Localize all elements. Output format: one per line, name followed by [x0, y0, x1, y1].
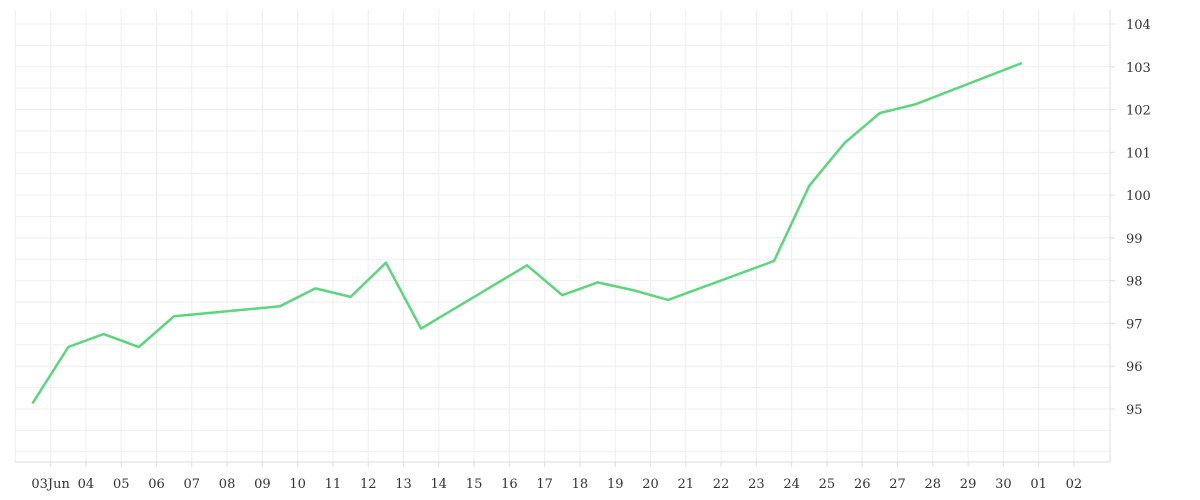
x-tick-label: 14	[431, 477, 448, 492]
axes	[15, 10, 1115, 467]
x-tick-label: 30	[995, 477, 1012, 492]
x-tick-label: 01	[1030, 477, 1047, 492]
x-tick-label: 27	[889, 477, 906, 492]
x-tick-label: 19	[607, 477, 624, 492]
x-tick-label: 04	[78, 477, 95, 492]
x-tick-label: 07	[184, 477, 201, 492]
x-tick-label: 09	[254, 477, 271, 492]
x-tick-label: 05	[113, 477, 130, 492]
x-tick-label: 26	[854, 477, 871, 492]
x-tick-label: 24	[783, 477, 800, 492]
x-tick-label: 11	[325, 477, 342, 492]
vertical-gridlines	[14, 10, 1075, 462]
series-line	[31, 62, 1023, 404]
y-tick-label: 99	[1126, 232, 1143, 247]
y-tick-label: 96	[1126, 360, 1143, 375]
y-tick-label: 101	[1126, 146, 1151, 161]
y-tick-label: 97	[1126, 317, 1143, 332]
x-tick-label: 29	[960, 477, 977, 492]
x-tick-label: 16	[501, 477, 518, 492]
horizontal-gridlines	[15, 23, 1110, 453]
y-tick-label: 104	[1126, 18, 1151, 33]
x-tick-label: 18	[572, 477, 589, 492]
x-tick-label: 17	[536, 477, 553, 492]
series-layer	[31, 62, 1023, 404]
x-tick-label: 12	[360, 477, 377, 492]
y-tick-label: 95	[1126, 403, 1143, 418]
x-tick-label: 22	[713, 477, 730, 492]
x-tick-label: 23	[748, 477, 765, 492]
x-tick-labels: 03Jun 04 05 06 07 08 09 10 11 12 13 14 15 16 17 18 19 20 2…	[31, 477, 1082, 492]
y-tick-label: 100	[1126, 189, 1151, 204]
x-tick-label: 03Jun	[31, 477, 70, 492]
x-tick-label: 25	[819, 477, 836, 492]
y-tick-label: 103	[1126, 61, 1151, 76]
x-tick-label: 08	[219, 477, 236, 492]
x-tick-label: 21	[678, 477, 695, 492]
x-tick-label: 02	[1066, 477, 1083, 492]
x-tick-label: 15	[466, 477, 483, 492]
y-tick-label: 102	[1126, 104, 1151, 119]
x-tick-label: 13	[395, 477, 412, 492]
x-tick-label: 06	[148, 477, 165, 492]
y-tick-label: 98	[1126, 275, 1143, 290]
x-tick-label: 28	[925, 477, 942, 492]
x-tick-label: 10	[289, 477, 306, 492]
x-tick-label: 20	[642, 477, 659, 492]
y-tick-labels: 95 96 97 98 99 100 101 102 103 104	[1126, 18, 1151, 418]
